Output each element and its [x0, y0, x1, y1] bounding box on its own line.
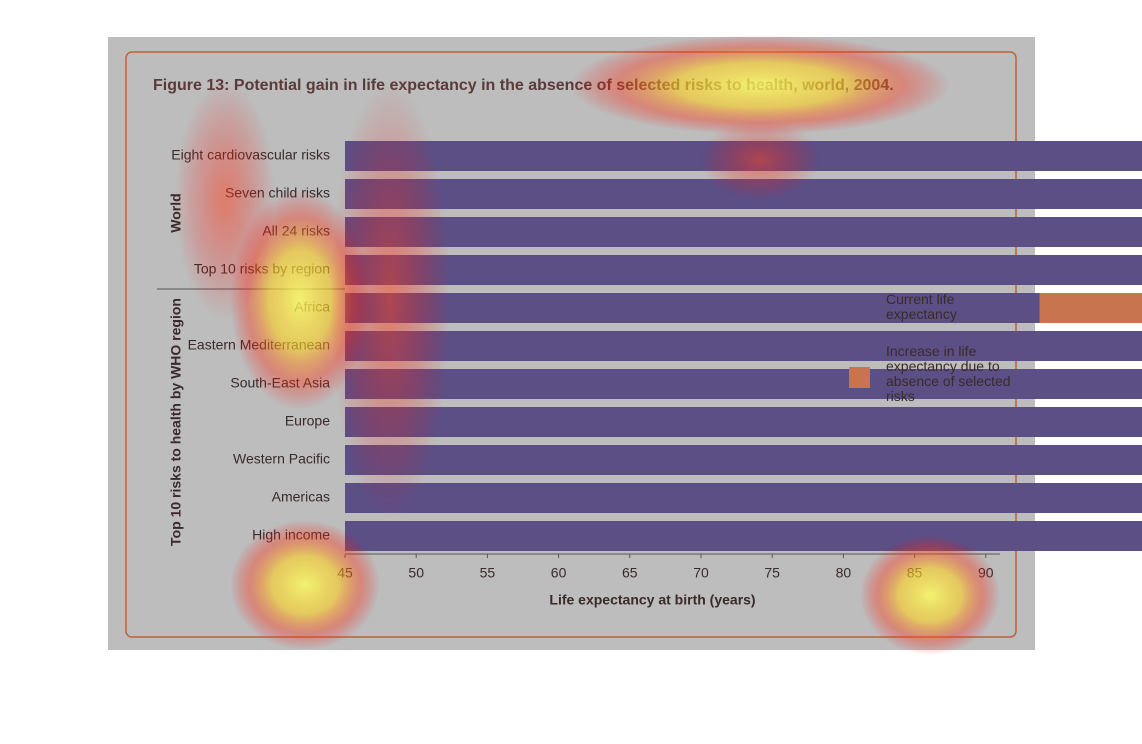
x-tick-label: 65 [622, 565, 638, 581]
x-tick-label: 75 [764, 565, 780, 581]
x-tick-label: 55 [480, 565, 496, 581]
bar-segment [345, 255, 1142, 285]
bar-segment [345, 483, 1142, 513]
bar-segment [345, 407, 1142, 437]
x-tick-label: 80 [836, 565, 852, 581]
y-tick-label: Europe [285, 413, 330, 429]
bar-segment [345, 521, 1142, 551]
legend-label: Current life expectancy [886, 291, 957, 322]
heatmap [175, 35, 1000, 655]
bar-segment [345, 331, 1142, 361]
bar-segment [345, 217, 1142, 247]
legend-label: Increase in life expectancy due to absen… [886, 343, 1011, 404]
group-label: Top 10 risks to health by WHO region [168, 298, 184, 546]
x-tick-label: 70 [693, 565, 709, 581]
legend-swatch [849, 298, 870, 319]
x-tick-label: 50 [408, 565, 424, 581]
x-tick-label: 60 [551, 565, 567, 581]
legend-swatch [849, 367, 870, 388]
bar-segment [345, 369, 1142, 399]
bar-segment [345, 293, 1040, 323]
y-tick-label: Western Pacific [233, 451, 330, 467]
bar-segment [1039, 293, 1142, 323]
bar-segment [345, 445, 1142, 475]
x-axis-label: Life expectancy at birth (years) [549, 592, 755, 608]
y-tick-label: Americas [272, 489, 330, 505]
